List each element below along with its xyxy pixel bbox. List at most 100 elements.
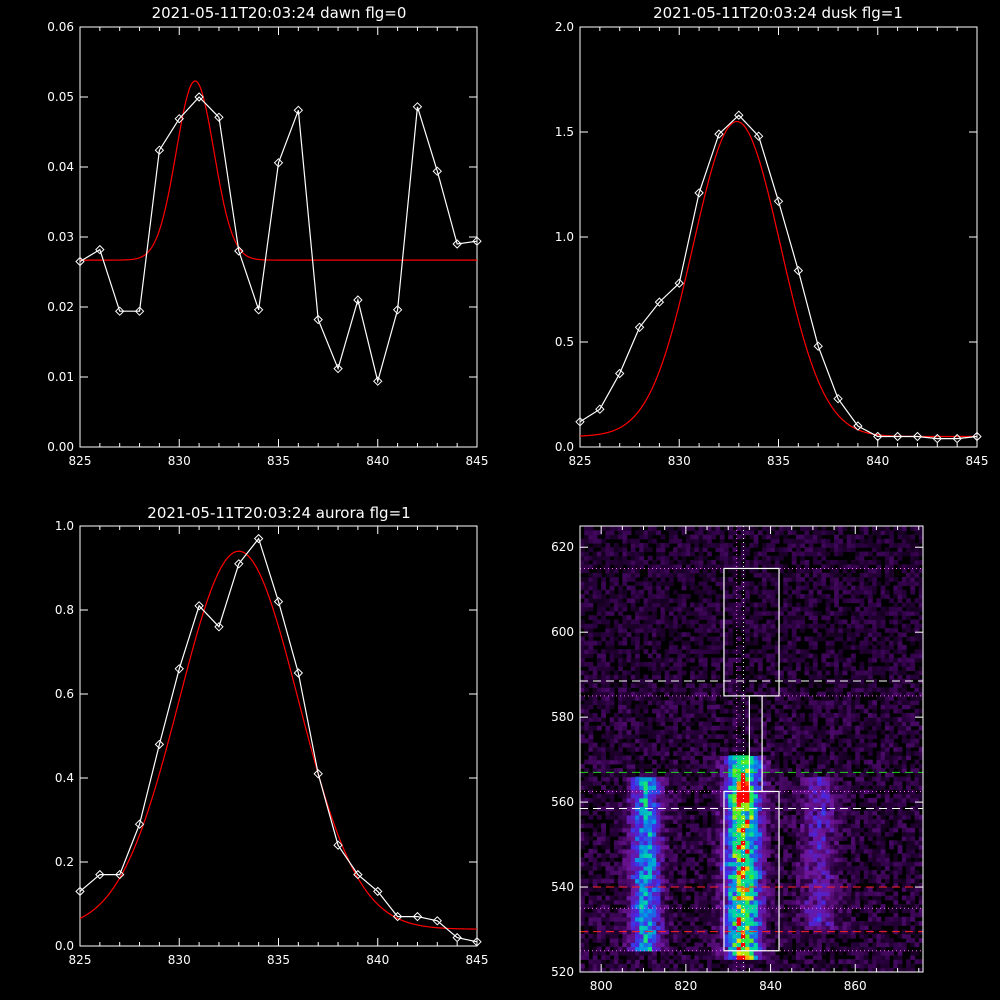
heatmap-cell (656, 836, 662, 841)
heatmap-cell (876, 755, 882, 761)
heatmap-cell (694, 925, 700, 931)
heatmap-cell (745, 933, 750, 939)
heatmap-cell (855, 848, 861, 854)
heatmap-cell (647, 861, 653, 867)
heatmap-cell (651, 746, 657, 752)
heatmap-cell (859, 687, 865, 693)
heatmap-cell (592, 950, 598, 956)
heatmap-cell (867, 967, 873, 972)
heatmap-cell (596, 861, 602, 867)
heatmap-cell (863, 772, 869, 778)
heatmap-cell (605, 674, 611, 680)
heatmap-cell (829, 950, 835, 956)
heatmap-cell (605, 763, 611, 769)
heatmap-cell (863, 814, 869, 820)
heatmap-cell (787, 874, 793, 880)
heatmap-cell (618, 870, 623, 875)
heatmap-cell (740, 746, 746, 752)
heatmap-cell (732, 819, 738, 824)
heatmap-cell (808, 823, 814, 829)
heatmap-cell (897, 823, 903, 829)
heatmap-cell (584, 768, 590, 773)
heatmap-cell (673, 657, 678, 663)
heatmap-cell (728, 912, 734, 918)
heatmap-cell (821, 878, 827, 884)
heatmap-cell (630, 861, 636, 867)
heatmap-cell (698, 848, 704, 854)
heatmap-cell (812, 810, 818, 816)
heatmap-cell (842, 874, 848, 880)
heatmap-cell (745, 755, 750, 761)
heatmap-cell (651, 895, 657, 901)
heatmap-cell (673, 878, 678, 884)
heatmap-cell (893, 793, 899, 799)
heatmap-cell (664, 861, 670, 867)
heatmap-cell (630, 895, 636, 901)
heatmap-cell (757, 721, 763, 727)
heatmap-cell (762, 785, 767, 790)
heatmap-cell (723, 780, 729, 786)
heatmap-cell (664, 942, 670, 948)
heatmap-cell (605, 963, 611, 969)
heatmap-cell (660, 899, 666, 905)
heatmap-cell (855, 963, 861, 969)
heatmap-cell (622, 691, 628, 697)
heatmap-cell (774, 963, 780, 969)
heatmap-cell (893, 916, 899, 922)
heatmap-cell (660, 955, 666, 960)
heatmap-cell (842, 836, 848, 841)
heatmap-cell (580, 942, 585, 948)
heatmap-cell (647, 865, 653, 871)
heatmap-cell (664, 899, 670, 905)
heatmap-cell (834, 870, 839, 875)
dawn-ytick-label: 0.04 (47, 160, 74, 174)
heatmap-cell (685, 738, 691, 744)
dawn-data-line (79, 96, 478, 384)
heatmap-cell (745, 806, 750, 812)
heatmap-cell (698, 891, 704, 897)
heatmap-cell (829, 729, 835, 735)
heatmap-cell (855, 895, 861, 901)
heatmap-cell (918, 882, 923, 888)
heatmap-cell (647, 895, 653, 901)
aurora-data (75, 533, 482, 947)
heatmap-cell (736, 666, 742, 672)
heatmap-cell (630, 899, 636, 905)
heatmap-cell (884, 687, 890, 693)
heatmap-cell (719, 882, 725, 888)
heatmap-cell (846, 763, 852, 769)
heatmap-cell (829, 853, 835, 858)
heatmap-cell (880, 742, 886, 748)
heatmap-cell (834, 721, 839, 727)
heatmap-cell (626, 785, 632, 790)
heatmap-cell (867, 734, 873, 739)
heatmap-cell (673, 776, 678, 782)
heatmap-cell (846, 950, 852, 956)
heatmap-cell (681, 700, 687, 705)
heatmap-cell (601, 678, 606, 684)
heatmap-cell (808, 780, 814, 786)
heatmap-cell (647, 904, 653, 909)
heatmap-cell (605, 899, 611, 905)
heatmap-cell (728, 717, 734, 722)
heatmap-cell (884, 921, 890, 926)
heatmap-cell (711, 729, 717, 735)
heatmap-cell (681, 878, 687, 884)
heatmap-cell (736, 649, 742, 655)
heatmap-cell (817, 836, 822, 841)
heatmap-cell (719, 827, 725, 833)
heatmap-cell (851, 746, 856, 752)
heatmap-cell (812, 772, 818, 778)
heatmap-cell (584, 810, 590, 816)
heatmap-cell (630, 780, 636, 786)
heatmap-cell (588, 853, 594, 858)
heatmap-cell (876, 823, 882, 829)
dawn-ticks: 825 830 835 840 8450.000.010.020.030.040.050… (47, 20, 488, 468)
heatmap-cell (812, 717, 818, 722)
heatmap-cell (618, 844, 623, 850)
heatmap-cell (914, 814, 920, 820)
heatmap-cell (609, 793, 615, 799)
heatmap-cell (791, 704, 797, 710)
heatmap-cell (635, 870, 640, 875)
heatmap-cell (630, 695, 636, 701)
